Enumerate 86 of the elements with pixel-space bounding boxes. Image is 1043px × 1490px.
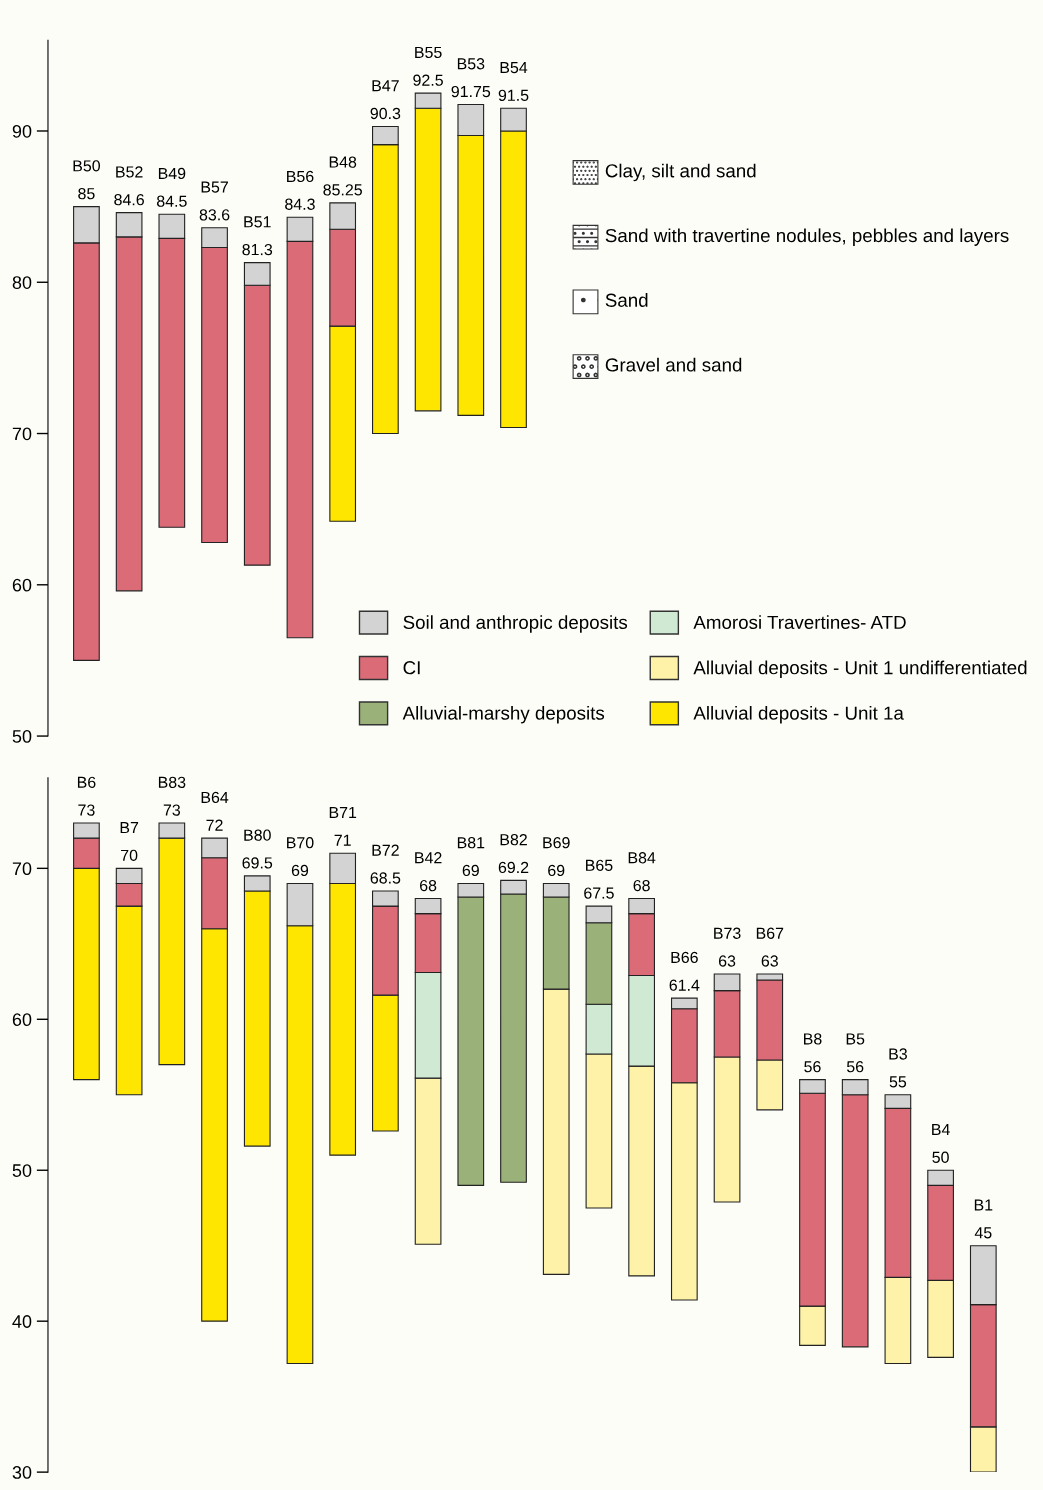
category-label: B64 xyxy=(201,791,229,804)
annotation: 69 xyxy=(462,864,479,877)
category-label: B67 xyxy=(756,927,784,939)
annotation: 84.6 xyxy=(114,194,144,206)
legend-label: CI xyxy=(403,661,420,675)
y-tick-label: 60 xyxy=(12,1013,32,1027)
annotation: 56 xyxy=(804,1061,821,1073)
text: Gravel and sand xyxy=(605,357,742,372)
category-label: B70 xyxy=(287,837,314,849)
annotation: 68 xyxy=(633,879,650,892)
annotation: 69 xyxy=(291,864,309,877)
category-label: B7 xyxy=(120,822,139,834)
category-label: B56 xyxy=(287,170,314,183)
y-tick-label: 30 xyxy=(12,1466,32,1479)
category-label: B73 xyxy=(714,927,741,939)
category-label: B53 xyxy=(457,58,485,70)
category-label: B3 xyxy=(889,1048,907,1060)
category-label: B50 xyxy=(73,160,100,172)
annotation: 73 xyxy=(163,804,181,816)
legend-label: Alluvial-marshy deposits xyxy=(402,705,605,724)
annotation: 67.5 xyxy=(584,887,614,899)
y-tick-label: 60 xyxy=(12,578,32,592)
category-label: B1 xyxy=(974,1199,993,1211)
annotation: 71 xyxy=(334,834,351,846)
annotation: 91.75 xyxy=(451,85,491,98)
annotation: 85.25 xyxy=(323,184,362,196)
y-tick-label: 70 xyxy=(12,427,32,441)
annotation: 69.2 xyxy=(498,861,529,874)
annotation: 69.5 xyxy=(242,857,273,869)
annotation: 69 xyxy=(548,864,565,877)
category-label: B57 xyxy=(201,181,228,193)
category-label: B82 xyxy=(500,834,527,846)
annotation: 85 xyxy=(78,187,95,200)
y-tick-label: 40 xyxy=(12,1315,32,1328)
annotation: 83.6 xyxy=(199,209,230,221)
category-label: B49 xyxy=(158,167,186,180)
y-tick-label: 90 xyxy=(12,124,32,138)
legend-label: Alluvial deposits - Unit 1 undifferentiated xyxy=(693,660,1027,679)
category-label: B42 xyxy=(415,852,442,864)
legend-label: Alluvial deposits - Unit 1a xyxy=(693,705,904,724)
category-label: B54 xyxy=(500,62,528,74)
category-label: B72 xyxy=(372,844,399,856)
text: Sand xyxy=(605,293,648,307)
category-label: B83 xyxy=(158,776,186,788)
annotation: 73 xyxy=(78,804,95,816)
annotation: 70 xyxy=(121,849,138,862)
y-tick-label: 50 xyxy=(12,1164,32,1177)
category-label: B6 xyxy=(77,776,96,788)
legend-label: Amorosi Travertines- ATD xyxy=(693,615,906,629)
legend-label: Soil and anthropic deposits xyxy=(403,615,628,633)
y-tick-label: 50 xyxy=(12,729,32,743)
category-label: B65 xyxy=(586,859,613,871)
annotation: 63 xyxy=(761,955,778,967)
category-label: B66 xyxy=(671,951,698,964)
category-label: B80 xyxy=(244,829,271,841)
annotation: 90.3 xyxy=(370,107,401,120)
text: Sand with travertine nodules, pebbles and layers xyxy=(605,228,1009,246)
annotation: 63 xyxy=(718,955,736,967)
category-label: B81 xyxy=(457,837,485,849)
annotation: 68 xyxy=(420,879,437,892)
category-label: B48 xyxy=(329,156,357,168)
category-label: B69 xyxy=(543,837,570,849)
annotation: 92.5 xyxy=(413,74,443,86)
annotation: 91.5 xyxy=(498,89,529,101)
annotation: 68.5 xyxy=(370,872,401,884)
annotation: 61.4 xyxy=(669,979,700,991)
annotation: 45 xyxy=(974,1227,992,1239)
y-tick-label: 80 xyxy=(12,276,32,289)
category-label: B71 xyxy=(329,807,357,818)
annotation: 50 xyxy=(932,1151,949,1163)
annotation: 56 xyxy=(846,1061,864,1073)
annotation: 81.3 xyxy=(242,243,273,256)
category-label: B4 xyxy=(932,1123,950,1135)
annotation: 72 xyxy=(206,819,223,831)
text: Clay, silt and sand xyxy=(605,163,756,182)
category-label: B47 xyxy=(372,80,399,92)
category-label: B51 xyxy=(244,216,271,228)
annotation: 84.3 xyxy=(285,198,315,210)
annotation: 84.5 xyxy=(156,195,187,207)
category-label: B52 xyxy=(116,166,143,178)
annotation: 55 xyxy=(889,1076,907,1088)
category-label: B5 xyxy=(846,1033,865,1045)
y-tick-label: 70 xyxy=(12,862,32,876)
category-label: B8 xyxy=(804,1033,822,1045)
category-label: B84 xyxy=(628,852,656,864)
category-label: B55 xyxy=(415,46,442,59)
